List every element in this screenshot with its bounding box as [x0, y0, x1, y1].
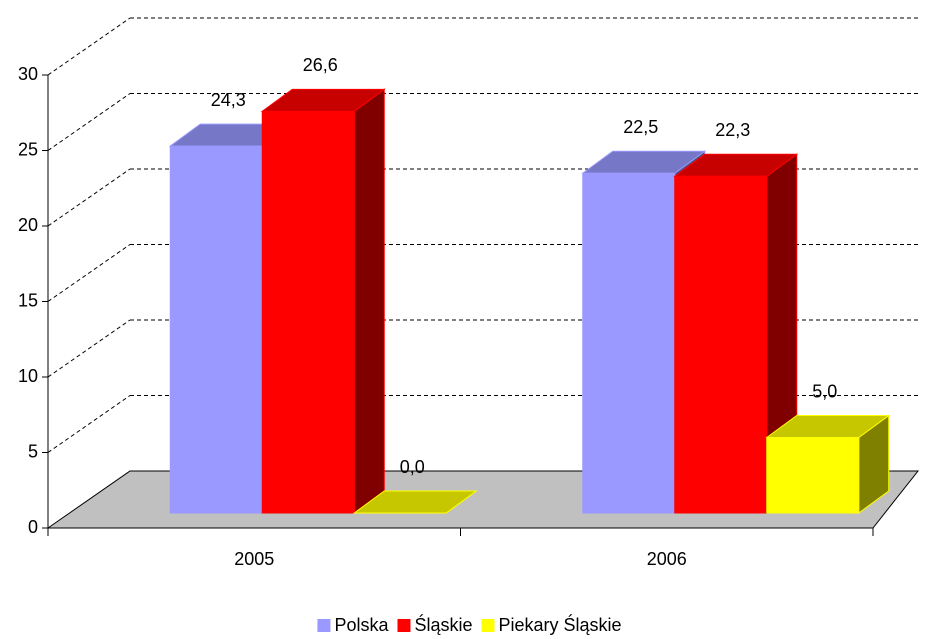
y-tick-label: 15: [18, 290, 38, 310]
bar: [352, 490, 478, 514]
bar-front: [674, 175, 768, 514]
data-label: 24,3: [211, 90, 246, 110]
y-tick-label: 25: [18, 139, 38, 159]
legend-swatch: [481, 619, 495, 632]
bar-side: [353, 88, 385, 514]
bar: [765, 414, 891, 514]
legend-label: Śląskie: [414, 614, 472, 635]
x-tick-label: 2006: [647, 549, 687, 569]
bar-front: [261, 110, 355, 514]
grid-line-depth: [47, 395, 131, 453]
bar-front: [582, 172, 676, 514]
y-tick-label: 20: [18, 215, 38, 235]
grid-line-depth: [47, 168, 131, 227]
y-tick-label: 30: [18, 64, 38, 84]
data-label: 0,0: [400, 457, 425, 477]
bar-top: [352, 490, 478, 514]
y-tick-label: 10: [18, 366, 38, 386]
bar-front: [766, 437, 860, 514]
bar-front: [169, 145, 263, 514]
grid-line-depth: [47, 319, 131, 378]
data-label: 5,0: [812, 381, 837, 401]
grid-line-depth: [47, 17, 131, 76]
legend-label: Piekary Śląskie: [499, 614, 622, 635]
data-label: 22,3: [715, 120, 750, 140]
y-tick-label: 0: [28, 517, 38, 537]
bar: [673, 153, 799, 514]
data-label: 22,5: [623, 117, 658, 137]
legend-label: Polska: [334, 615, 389, 635]
grid-line-depth: [47, 93, 131, 151]
legend-swatch: [397, 619, 411, 632]
legend-swatch: [317, 619, 331, 632]
y-tick-label: 5: [28, 441, 38, 461]
legend: Polska Śląskie Piekary Śląskie: [317, 614, 622, 635]
bar: [260, 88, 386, 514]
data-label: 26,6: [303, 55, 338, 75]
grid-line-depth: [47, 244, 131, 302]
x-tick-label: 2005: [234, 549, 274, 569]
